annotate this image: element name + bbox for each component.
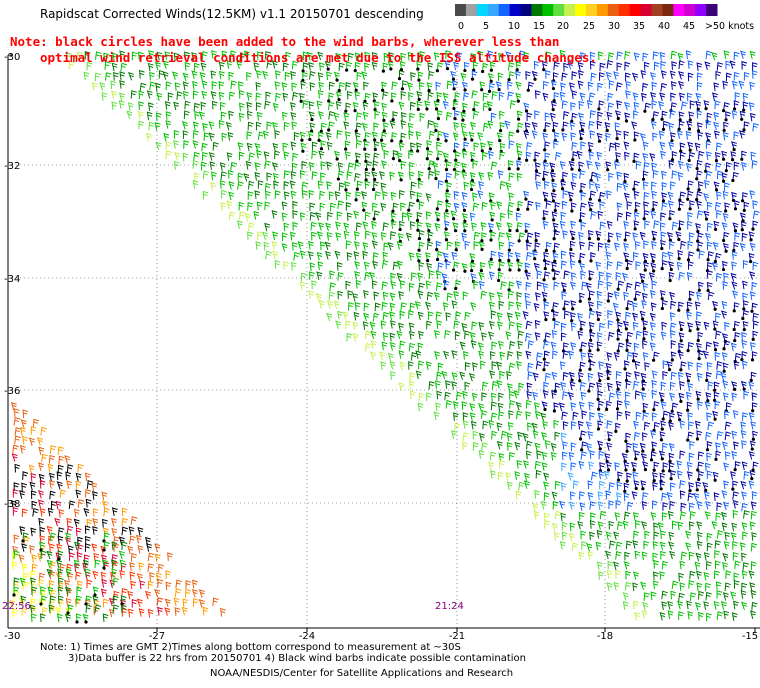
color-scale-swatch: [651, 4, 663, 16]
lat-label-bottom: -30: [4, 631, 20, 642]
color-scale-swatch: [586, 4, 598, 16]
lon-label-24: -24: [299, 631, 315, 642]
color-scale-swatch: [618, 4, 631, 16]
note-line-2: optimal wind retrieval conditions are me…: [40, 50, 597, 65]
note-line-1: Note: black circles have been added to t…: [10, 34, 560, 49]
color-scale-label: 0: [458, 21, 464, 32]
color-scale-label: 40: [658, 21, 670, 32]
color-scale-swatch: [531, 4, 543, 16]
color-scale-swatch: [476, 4, 489, 16]
color-scale-swatch: [706, 4, 718, 16]
color-scale-swatch: [455, 4, 467, 16]
color-scale-swatch: [684, 4, 696, 16]
footer-note-2: 3)Data buffer is 22 hrs from 20150701 4)…: [68, 653, 526, 664]
lat-label-32: -32: [4, 161, 20, 172]
color-scale-swatch: [575, 4, 587, 16]
color-scale-swatch: [553, 4, 565, 16]
color-scale-label: 5: [483, 21, 489, 32]
color-scale-label: 25: [583, 21, 595, 32]
time-label-left: 22:56: [2, 601, 31, 612]
color-scale-label: 10: [508, 21, 520, 32]
map-frame: [7, 54, 760, 632]
color-scale-label: 35: [633, 21, 645, 32]
lon-label-18: -18: [597, 631, 613, 642]
color-scale-swatch: [607, 4, 620, 16]
color-scale-swatch: [465, 4, 478, 16]
color-scale-swatch: [662, 4, 674, 16]
color-scale-swatch: [542, 4, 554, 16]
color-scale-label: 15: [533, 21, 545, 32]
color-scale-swatch: [487, 4, 500, 16]
color-scale-label: 20: [557, 21, 569, 32]
lat-label-36: -36: [4, 386, 20, 397]
lon-label-21: -21: [449, 631, 465, 642]
color-scale-swatch: [629, 4, 642, 16]
lon-label-15: -15: [742, 631, 758, 642]
color-scale-swatch: [520, 4, 532, 16]
color-scale-label: >50 knots: [705, 21, 754, 32]
color-scale-swatch: [498, 4, 511, 16]
color-scale-swatch: [509, 4, 521, 16]
lat-label-34: -34: [4, 274, 20, 285]
lat-label-30: -30: [4, 52, 20, 63]
footer-credit: NOAA/NESDIS/Center for Satellite Applica…: [210, 668, 514, 679]
time-label-mid: 21:24: [435, 601, 464, 612]
color-scale-swatch: [564, 4, 576, 16]
color-scale-swatch: [640, 4, 652, 16]
color-scale: 0 5 10 15 20 25 30 35 40 45 >50 knots: [455, 4, 754, 32]
lat-label-38: -38: [4, 499, 20, 510]
wind-barbs-layer: [9, 49, 760, 624]
color-scale-label: 30: [608, 21, 620, 32]
color-scale-swatch: [673, 4, 685, 16]
color-scale-swatch: [596, 4, 609, 16]
footer-note-1: Note: 1) Times are GMT 2)Times along bot…: [40, 642, 461, 653]
lat-lon-grid: [8, 55, 760, 628]
lon-label-27: -27: [149, 631, 165, 642]
color-scale-label: 45: [683, 21, 695, 32]
color-scale-swatch: [695, 4, 707, 16]
page-title: Rapidscat Corrected Winds(12.5KM) v1.1 2…: [40, 7, 424, 21]
